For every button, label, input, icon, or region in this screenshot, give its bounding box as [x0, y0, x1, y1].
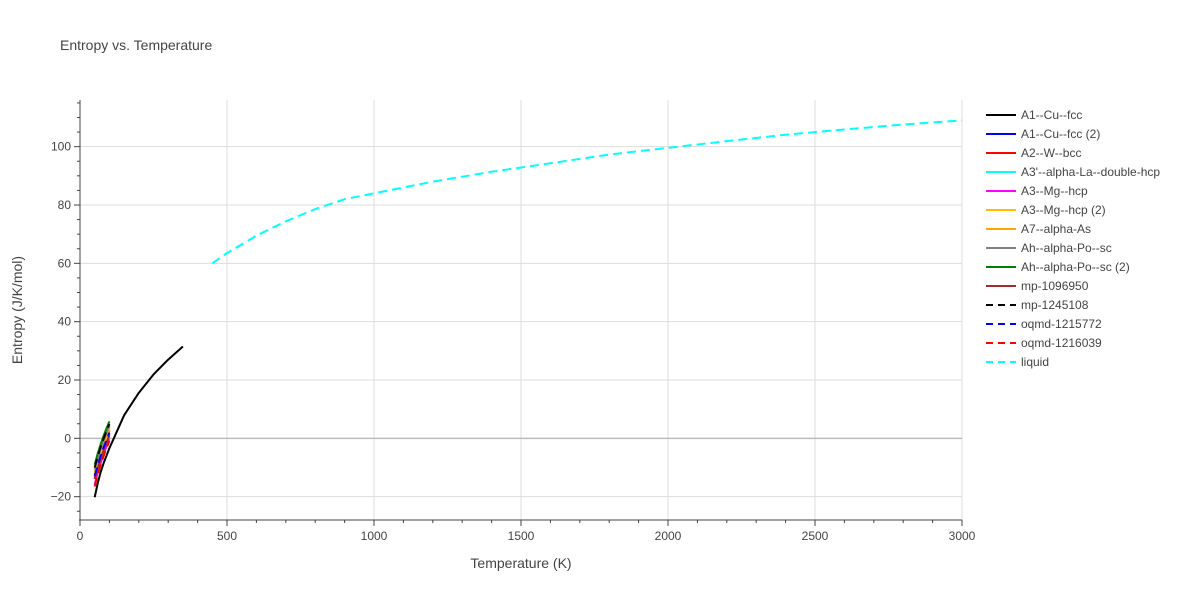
series-line-liquid	[211, 119, 963, 265]
series-layer	[93, 119, 963, 498]
legend-label: A7--alpha-As	[1021, 222, 1091, 236]
x-axis-label: Temperature (K)	[470, 555, 571, 571]
legend: A1--Cu--fcc A1--Cu--fcc (2) A2--W--bcc A3'-…	[986, 108, 1160, 369]
legend-label: A1--Cu--fcc	[1021, 108, 1082, 122]
legend-label: A1--Cu--fcc (2)	[1021, 127, 1100, 141]
series-line-a1-cu-fcc	[93, 345, 184, 498]
x-tick-label: 1000	[361, 529, 388, 543]
y-tick-label: 40	[58, 315, 72, 329]
legend-label: oqmd-1216039	[1021, 336, 1102, 350]
axes: 0 500 1000 1500 2000 2500 3000 −20 0 20 40 60 80 100	[51, 100, 976, 543]
y-tick-label: 60	[58, 256, 72, 270]
y-axis-label: Entropy (J/K/mol)	[9, 256, 25, 364]
x-tick-label: 500	[217, 529, 237, 543]
grid	[80, 100, 963, 520]
legend-label: oqmd-1215772	[1021, 317, 1102, 331]
legend-label: Ah--alpha-Po--sc	[1021, 241, 1112, 255]
legend-label: mp-1245108	[1021, 298, 1089, 312]
x-tick-label: 1500	[508, 529, 535, 543]
legend-label: liquid	[1021, 355, 1049, 369]
legend-label: A3--Mg--hcp (2)	[1021, 203, 1106, 217]
x-tick-label: 2000	[655, 529, 682, 543]
legend-label: A3--Mg--hcp	[1021, 184, 1088, 198]
chart-title: Entropy vs. Temperature	[60, 37, 212, 53]
x-tick-label: 0	[77, 529, 84, 543]
legend-label: A2--W--bcc	[1021, 146, 1081, 160]
x-tick-label: 3000	[949, 529, 976, 543]
legend-label: A3'--alpha-La--double-hcp	[1021, 165, 1160, 179]
y-tick-label: 80	[58, 198, 72, 212]
legend-label: mp-1096950	[1021, 279, 1089, 293]
y-tick-label: 0	[64, 431, 71, 445]
y-tick-label: −20	[51, 490, 72, 504]
legend-label: Ah--alpha-Po--sc (2)	[1021, 260, 1130, 274]
y-tick-label: 20	[58, 373, 72, 387]
x-tick-label: 2500	[802, 529, 829, 543]
y-tick-label: 100	[51, 140, 71, 154]
